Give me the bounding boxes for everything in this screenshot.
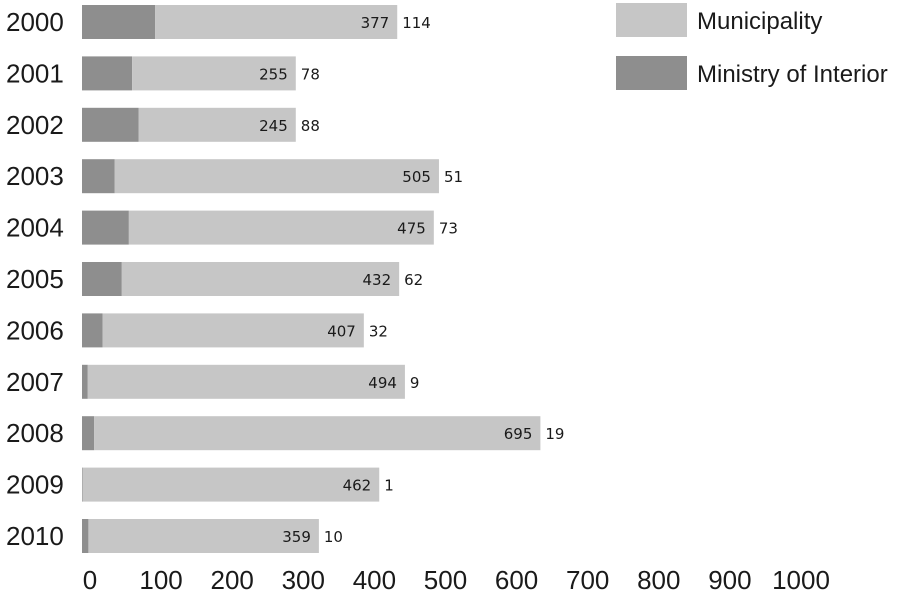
legend-label-municipality: Municipality [697, 8, 822, 35]
value-label-municipality-2008: 695 [504, 425, 533, 443]
bar-municipality-2002 [138, 107, 296, 142]
bar-ministry-2005 [82, 262, 122, 296]
x-tick-label-900: 900 [708, 565, 751, 595]
value-label-municipality-2007: 494 [368, 374, 397, 392]
bar-municipality-2006 [102, 313, 364, 348]
bar-ministry-2003 [82, 159, 115, 194]
x-tick-label-100: 100 [139, 565, 182, 595]
bar-ministry-2009 [82, 467, 83, 502]
category-label-2007: 2007 [6, 367, 64, 397]
bar-municipality-2009 [82, 467, 380, 502]
value-label-ministry-2006: 32 [369, 322, 388, 340]
value-label-municipality-2003: 505 [402, 168, 431, 186]
bar-municipality-2005 [121, 262, 400, 296]
category-label-2002: 2002 [6, 110, 64, 140]
bar-municipality-2004 [128, 210, 434, 245]
bar-ministry-2002 [82, 107, 139, 142]
legend: Municipality Ministry of Interior [616, 3, 888, 90]
bar-ministry-2008 [82, 416, 95, 451]
value-label-ministry-2007: 9 [410, 374, 420, 392]
value-label-ministry-2008: 19 [545, 425, 564, 443]
value-label-ministry-2010: 10 [324, 528, 343, 546]
category-label-2000: 2000 [6, 7, 64, 37]
category-label-2008: 2008 [6, 418, 64, 448]
x-tick-label-800: 800 [637, 565, 680, 595]
bars-group: 377 114 255 78 245 88 505 51 475 73 432 62 407 32 494 9… [82, 5, 564, 553]
bar-ministry-2007 [82, 364, 88, 399]
value-label-municipality-2004: 475 [397, 220, 426, 238]
x-tick-label-600: 600 [495, 565, 538, 595]
value-label-ministry-2000: 114 [402, 14, 431, 32]
bar-ministry-2000 [82, 5, 156, 39]
x-tick-label-700: 700 [566, 565, 609, 595]
value-label-ministry-2003: 51 [444, 168, 463, 186]
value-label-municipality-2000: 377 [361, 14, 390, 32]
category-labels: 2000 2001 2002 2003 2004 2005 2006 2007 2008 2009… [6, 7, 64, 551]
x-tick-label-400: 400 [353, 565, 396, 595]
bar-municipality-2000 [155, 5, 398, 39]
value-label-municipality-2006: 407 [327, 322, 356, 340]
x-tick-label-0: 0 [83, 565, 97, 595]
legend-swatch-municipality [616, 3, 687, 37]
value-label-ministry-2001: 78 [301, 65, 320, 83]
bar-municipality-2007 [87, 364, 405, 399]
value-label-ministry-2009: 1 [384, 477, 394, 495]
legend-swatch-ministry-of-interior [616, 56, 687, 90]
bar-municipality-2008 [94, 416, 541, 451]
bar-municipality-2010 [88, 519, 319, 553]
bar-ministry-2010 [82, 519, 89, 553]
value-label-municipality-2002: 245 [259, 117, 288, 135]
bar-municipality-2003 [114, 159, 439, 194]
x-axis-tick-labels: 0 100 200 300 400 500 600 700 800 900 1000 [83, 565, 830, 595]
category-label-2006: 2006 [6, 315, 64, 345]
x-tick-label-1000: 1000 [772, 565, 830, 595]
value-label-municipality-2005: 432 [363, 271, 392, 289]
bar-municipality-2001 [132, 56, 296, 91]
category-label-2004: 2004 [6, 213, 64, 243]
value-label-ministry-2004: 73 [439, 220, 458, 238]
category-label-2003: 2003 [6, 161, 64, 191]
category-label-2010: 2010 [6, 521, 64, 551]
category-label-2009: 2009 [6, 470, 64, 500]
value-label-municipality-2010: 359 [282, 528, 311, 546]
x-tick-label-500: 500 [424, 565, 467, 595]
value-label-municipality-2009: 462 [343, 477, 372, 495]
bar-ministry-2001 [82, 56, 133, 91]
x-tick-label-300: 300 [282, 565, 325, 595]
category-label-2005: 2005 [6, 264, 64, 294]
category-label-2001: 2001 [6, 58, 64, 88]
legend-label-ministry-of-interior: Ministry of Interior [697, 61, 888, 88]
value-label-ministry-2002: 88 [301, 117, 320, 135]
bar-ministry-2006 [82, 313, 103, 348]
bar-ministry-2004 [82, 210, 129, 245]
value-label-ministry-2005: 62 [404, 271, 423, 289]
x-tick-label-200: 200 [211, 565, 254, 595]
value-label-municipality-2001: 255 [259, 65, 288, 83]
